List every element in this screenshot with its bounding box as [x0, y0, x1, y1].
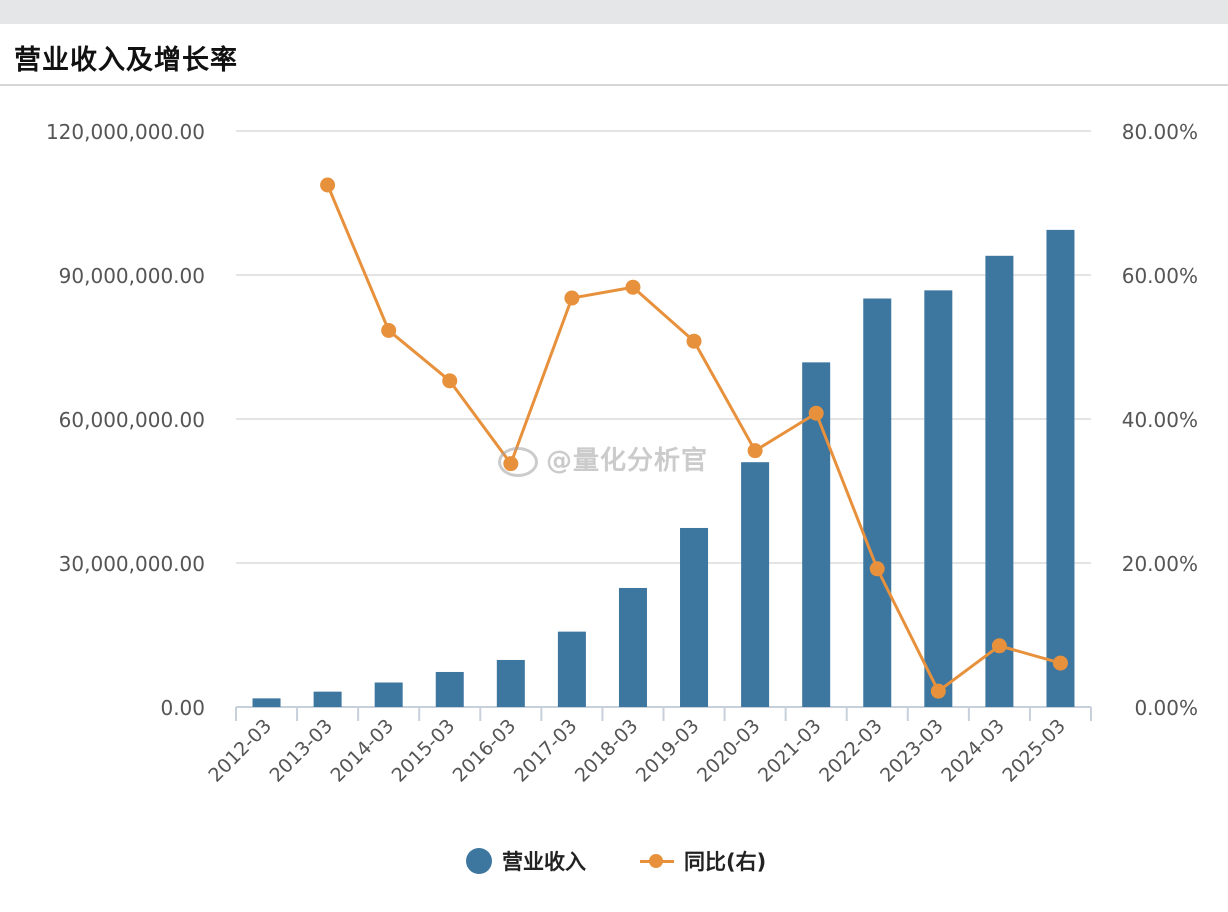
yoy-point	[442, 373, 458, 389]
watermark: @量化分析官	[498, 440, 708, 477]
legend-bar-marker	[466, 848, 492, 874]
bar	[313, 691, 342, 707]
yoy-point	[747, 443, 763, 459]
chart: 0.00 30,000,000.00 60,000,000.00 90,000,000…	[46, 120, 1198, 787]
legend-line-label: 同比(右)	[684, 850, 767, 874]
x-tick-label: 2018-03	[571, 715, 643, 787]
x-tick-label: 2020-03	[693, 715, 765, 787]
x-tick-label: 2014-03	[327, 715, 399, 787]
legend-item-revenue[interactable]: 营业收入	[466, 846, 586, 876]
yoy-point	[869, 561, 885, 577]
y-right-tick-label: 80.00%	[1122, 120, 1198, 144]
x-tick-label: 2016-03	[449, 715, 521, 787]
bar	[618, 587, 647, 707]
x-tick-label: 2023-03	[876, 715, 948, 787]
yoy-point	[564, 290, 580, 306]
bar	[252, 698, 281, 707]
yoy-point	[686, 333, 702, 349]
x-tick-label: 2012-03	[204, 715, 276, 787]
y-left-tick-label: 30,000,000.00	[59, 552, 205, 576]
bar	[496, 659, 525, 707]
bar	[863, 298, 892, 707]
watermark-text: @量化分析官	[546, 446, 709, 476]
x-tick-label: 2025-03	[998, 715, 1070, 787]
y-right-tick-label: 60.00%	[1122, 264, 1198, 288]
yoy-point	[808, 405, 824, 421]
x-tick-label: 2019-03	[632, 715, 704, 787]
bar	[557, 631, 586, 707]
y-right-tick-label: 0.00%	[1134, 696, 1198, 720]
bar	[1046, 229, 1075, 707]
x-tick-label: 2021-03	[754, 715, 826, 787]
legend-bar-label: 营业收入	[502, 850, 586, 874]
yoy-point	[381, 322, 397, 338]
x-tick-label: 2015-03	[388, 715, 460, 787]
x-tick-label: 2013-03	[265, 715, 337, 787]
bar	[435, 671, 464, 707]
bar	[741, 462, 770, 707]
legend: 营业收入 同比(右)	[0, 846, 1228, 874]
y-right-tick-label: 20.00%	[1122, 552, 1198, 576]
top-bar	[0, 0, 1228, 24]
x-tick-label: 2017-03	[510, 715, 582, 787]
yoy-point	[930, 683, 946, 699]
legend-item-yoy[interactable]: 同比(右)	[640, 846, 766, 876]
bar	[680, 527, 709, 707]
y-left-tick-label: 90,000,000.00	[59, 264, 205, 288]
yoy-point	[625, 279, 641, 295]
y-right-tick-label: 40.00%	[1122, 408, 1198, 432]
y-left-tick-label: 0.00	[160, 696, 205, 720]
bar	[985, 255, 1014, 708]
y-left-tick-label: 120,000,000.00	[46, 120, 205, 144]
title-row: 营业收入及增长率	[0, 24, 1228, 86]
yoy-point	[991, 638, 1007, 654]
weibo-icon	[498, 446, 538, 477]
legend-line-marker	[640, 848, 674, 874]
bar	[924, 290, 953, 707]
yoy-point	[1052, 655, 1068, 671]
bar	[374, 682, 403, 707]
yoy-point	[320, 177, 336, 193]
x-tick-label: 2022-03	[815, 715, 887, 787]
chart-title: 营业收入及增长率	[14, 45, 238, 76]
x-tick-label: 2024-03	[937, 715, 1009, 787]
y-left-tick-label: 60,000,000.00	[59, 408, 205, 432]
